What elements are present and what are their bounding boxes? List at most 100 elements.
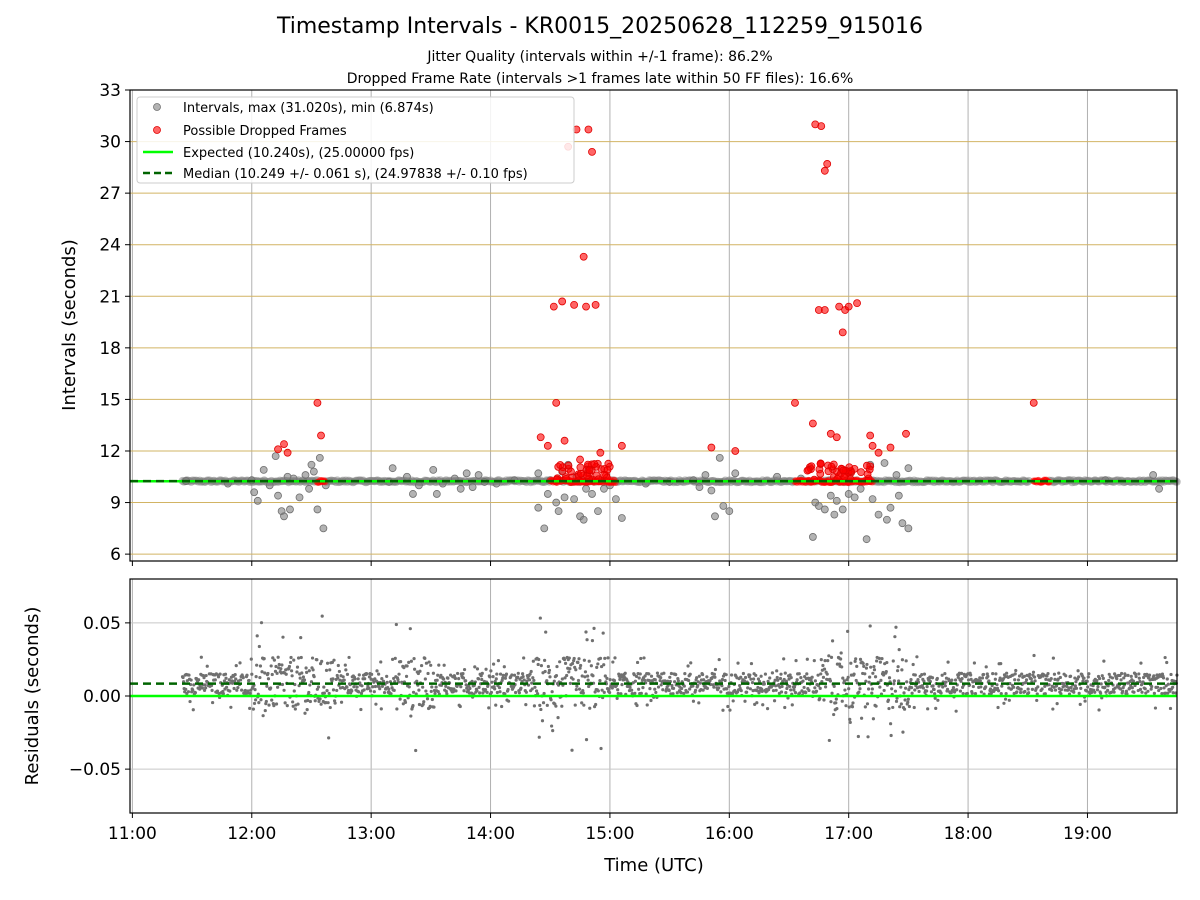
- residual-point: [928, 679, 932, 684]
- residual-point: [782, 657, 786, 661]
- residual-point: [589, 664, 593, 668]
- residual-point: [380, 684, 384, 688]
- residual-point: [829, 655, 834, 659]
- residual-point: [835, 707, 839, 711]
- residual-point: [847, 705, 851, 709]
- residual-point: [906, 700, 910, 704]
- interval-point: [432, 490, 441, 498]
- residual-point: [382, 690, 387, 695]
- residual-point: [488, 675, 492, 679]
- residual-point: [1043, 684, 1047, 688]
- residual-point: [345, 672, 350, 676]
- dropped-frame-point: [585, 466, 594, 475]
- residual-point: [549, 698, 553, 702]
- residual-point: [676, 679, 680, 683]
- residual-point: [647, 672, 651, 676]
- residual-point: [606, 656, 610, 660]
- dropped-frame-point: [577, 469, 585, 478]
- residual-point: [639, 656, 643, 661]
- residual-point: [823, 659, 827, 663]
- residual-point: [653, 678, 657, 682]
- residual-point: [972, 661, 977, 665]
- residual-point: [315, 658, 319, 662]
- interval-point: [894, 491, 903, 500]
- residual-point: [994, 672, 998, 676]
- residual-point: [540, 719, 545, 723]
- residual-point: [301, 675, 306, 679]
- residual-point: [921, 686, 925, 690]
- residual-point: [832, 712, 836, 717]
- residual-point: [532, 678, 536, 683]
- residual-point: [683, 671, 687, 676]
- residual-point: [653, 687, 657, 691]
- residual-point: [763, 672, 768, 676]
- residual-point: [682, 684, 686, 688]
- residual-point: [671, 686, 676, 690]
- dropped-frame-point: [886, 443, 895, 452]
- residual-point: [1085, 679, 1089, 683]
- residual-point: [506, 687, 510, 692]
- residual-point: [616, 688, 620, 692]
- residual-point: [230, 681, 235, 685]
- residual-point: [494, 677, 498, 681]
- residual-point: [372, 690, 376, 694]
- interval-point: [415, 481, 423, 490]
- dropped-frame-point: [552, 398, 561, 407]
- residual-point: [490, 680, 494, 684]
- residual-point: [616, 691, 620, 696]
- interval-point: [259, 465, 268, 474]
- residual-point: [603, 656, 607, 660]
- residual-point: [1012, 685, 1016, 689]
- residual-point: [1036, 685, 1040, 689]
- residual-point: [978, 679, 982, 683]
- interval-point: [715, 453, 724, 462]
- residual-point: [1100, 674, 1104, 678]
- residual-point: [656, 685, 661, 689]
- residual-point: [299, 636, 303, 640]
- residual-point: [496, 659, 501, 663]
- residual-point: [819, 672, 823, 676]
- residual-point: [346, 688, 351, 693]
- interval-point: [543, 490, 552, 498]
- residual-point: [585, 638, 589, 642]
- residual-point: [193, 691, 198, 695]
- dropped-frame-point: [558, 297, 567, 306]
- residual-point: [1107, 678, 1111, 683]
- residual-point: [688, 687, 692, 691]
- residual-point: [504, 672, 509, 676]
- residual-point: [599, 746, 603, 751]
- dropped-frame-point: [803, 466, 812, 475]
- residual-point: [859, 716, 864, 720]
- residual-point: [537, 657, 541, 662]
- residual-point: [1023, 689, 1027, 694]
- residual-point: [922, 679, 926, 683]
- residual-point: [538, 616, 542, 620]
- residual-point: [999, 662, 1003, 666]
- interval-point: [274, 491, 282, 500]
- residual-point: [333, 701, 337, 705]
- residual-point: [516, 671, 520, 675]
- residual-point: [571, 677, 575, 681]
- dropped-frame-point: [731, 447, 740, 455]
- residual-point: [491, 662, 496, 666]
- bottom-y-tick-label: 0.05: [83, 614, 121, 634]
- dropped-frame-point: [832, 433, 841, 442]
- dropped-frame-point: [791, 398, 799, 407]
- residual-point: [849, 661, 853, 665]
- residual-point: [613, 656, 617, 660]
- dropped-frame-point: [862, 461, 871, 470]
- residual-point: [788, 673, 792, 677]
- residual-point: [461, 671, 465, 676]
- residual-point: [774, 688, 778, 692]
- residual-point: [984, 665, 988, 669]
- residual-point: [1045, 674, 1049, 678]
- residual-point: [428, 704, 432, 708]
- residual-point: [434, 685, 438, 689]
- residual-point: [493, 679, 497, 684]
- residual-point: [403, 700, 408, 704]
- residual-point: [759, 674, 763, 678]
- residual-point: [357, 673, 361, 677]
- residual-point: [591, 674, 595, 678]
- x-tick-label: 18:00: [944, 824, 993, 844]
- residual-point: [1072, 690, 1076, 694]
